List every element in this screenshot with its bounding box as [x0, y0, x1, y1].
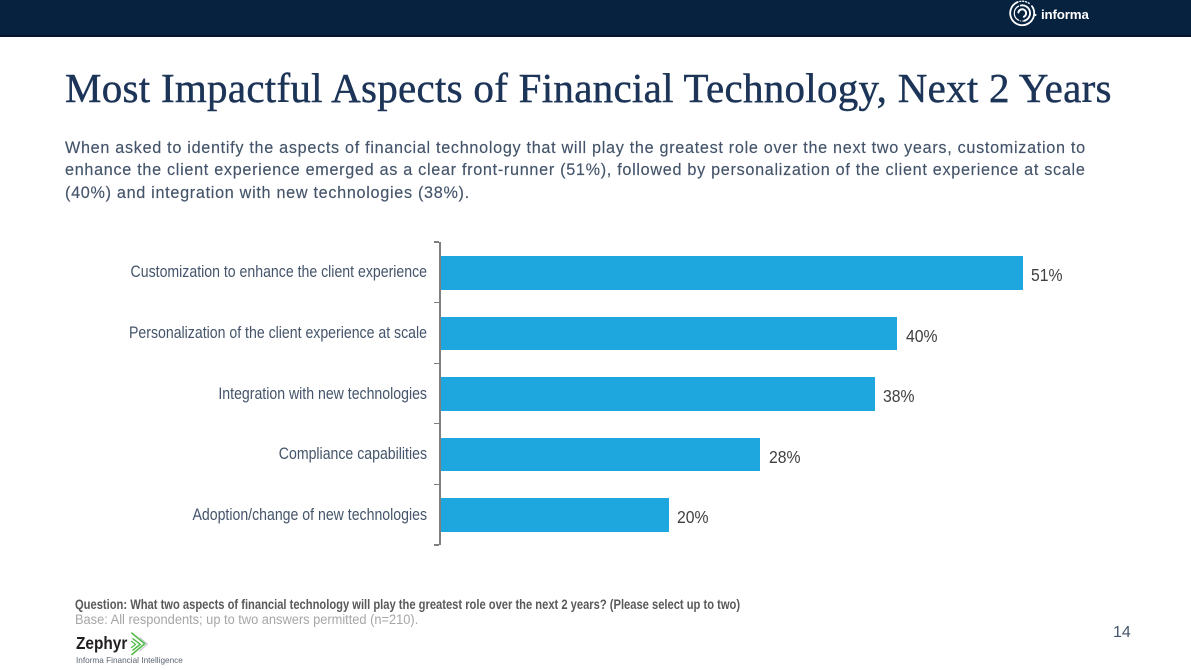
- svg-text:informa: informa: [1041, 7, 1089, 22]
